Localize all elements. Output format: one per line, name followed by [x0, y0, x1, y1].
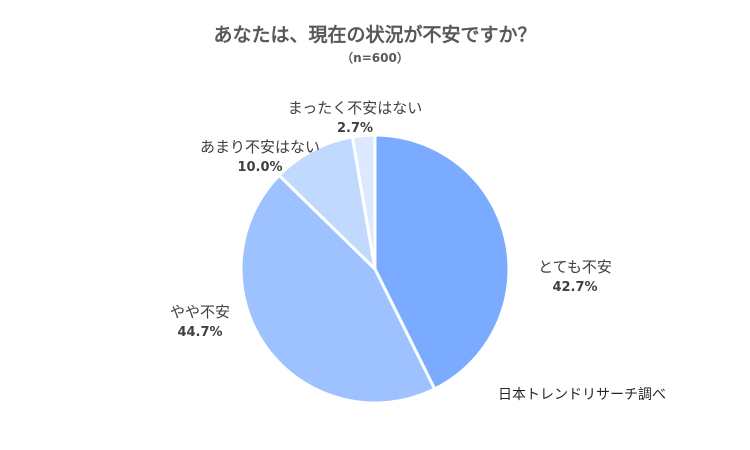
slice-percent-not-very-anxious: 10.0% [237, 160, 283, 175]
chart-subtitle: （n=600） [341, 51, 409, 65]
slice-not-anxious-at-all [350, 133, 377, 271]
slice-category-somewhat-anxious: やや不安 [169, 303, 230, 321]
slice-category-very-anxious: とても不安 [538, 258, 612, 276]
slice-not-very-anxious [277, 135, 377, 271]
slice-label-somewhat-anxious: やや不安 44.7% [150, 301, 250, 340]
slice-label-not-very-anxious: あまり不安はない 10.0% [180, 136, 340, 175]
slice-label-very-anxious: とても不安 42.7% [520, 256, 630, 295]
slice-percent-very-anxious: 42.7% [552, 280, 598, 295]
slice-somewhat-anxious [239, 173, 437, 405]
slice-very-anxious [373, 133, 511, 391]
slice-percent-somewhat-anxious: 44.7% [177, 325, 223, 340]
slice-label-not-anxious-at-all: まったく不安はない 2.7% [265, 97, 445, 136]
slice-category-not-very-anxious: あまり不安はない [199, 138, 320, 156]
source-note: 日本トレンドリサーチ調べ [498, 387, 666, 403]
chart-title: あなたは、現在の状況が不安ですか？ [213, 24, 537, 46]
slice-percent-not-anxious-at-all: 2.7% [336, 121, 374, 136]
slice-category-not-anxious-at-all: まったく不安はない [287, 99, 423, 117]
